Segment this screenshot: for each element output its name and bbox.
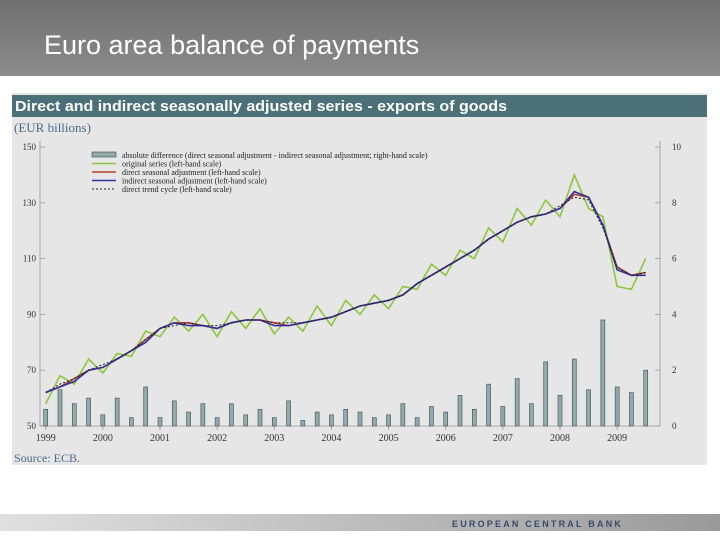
bar <box>443 411 449 427</box>
bar <box>529 403 534 427</box>
chart-title-bar <box>12 95 707 117</box>
bar <box>586 389 591 427</box>
x-tick-label: 2007 <box>493 433 513 444</box>
footer-band <box>0 514 720 531</box>
bar <box>243 414 249 427</box>
y-tick-label: 50 <box>27 421 37 431</box>
bar <box>500 406 506 427</box>
bar <box>357 411 363 427</box>
header-band <box>0 0 720 76</box>
bar <box>429 406 434 427</box>
y-tick-label: 70 <box>27 365 37 375</box>
x-tick-label: 2009 <box>607 433 627 444</box>
bar <box>271 417 277 427</box>
bar <box>329 414 334 427</box>
bar <box>571 358 577 427</box>
y-tick-label: 110 <box>23 254 37 264</box>
bar <box>400 403 406 427</box>
legend-label: indirect seasonal adjustment (left-hand … <box>122 177 267 186</box>
x-tick-label: 2006 <box>436 433 456 444</box>
bar <box>300 420 306 427</box>
bar <box>171 400 177 427</box>
bar <box>214 417 220 427</box>
bar <box>371 417 377 427</box>
bar <box>471 408 477 427</box>
y2-tick-label: 6 <box>672 254 677 264</box>
legend-label: direct seasonal adjustment (left-hand sc… <box>122 168 261 177</box>
y2-tick-label: 2 <box>672 365 677 375</box>
bar <box>457 395 463 427</box>
chart-source: Source: ECB. <box>14 451 80 465</box>
bar <box>343 408 349 427</box>
bar <box>114 397 120 427</box>
x-tick-label: 2004 <box>321 433 341 444</box>
series-line <box>44 172 647 405</box>
bar <box>414 417 420 427</box>
bar <box>386 414 391 427</box>
y-tick-label: 130 <box>23 198 37 208</box>
bar <box>157 417 163 427</box>
bar <box>86 397 91 427</box>
x-tick-label: 2008 <box>550 433 570 444</box>
bar <box>129 417 134 427</box>
bar <box>71 403 77 427</box>
bar <box>100 414 106 427</box>
y-tick-label: 150 <box>23 142 37 152</box>
x-tick-label: 1999 <box>36 433 56 444</box>
x-tick-label: 2000 <box>93 433 113 444</box>
bar <box>229 403 234 427</box>
bar <box>143 386 149 427</box>
x-tick-label: 2001 <box>150 433 170 444</box>
bar <box>614 386 620 427</box>
bar <box>514 378 520 427</box>
legend-label: original series (left-hand scale) <box>122 160 222 169</box>
bar <box>629 392 634 427</box>
y2-tick-label: 10 <box>672 142 682 152</box>
footer-text: EUROPEAN CENTRAL BANK <box>452 519 623 529</box>
legend-label: absolute difference (direct seasonal adj… <box>122 151 428 160</box>
bar <box>43 408 49 427</box>
slide-title: Euro area balance of payments <box>44 30 419 60</box>
legend-label: direct trend cycle (left-hand scale) <box>122 185 232 194</box>
y-tick-label: 90 <box>27 309 37 319</box>
bar <box>557 395 563 427</box>
bar <box>486 383 491 427</box>
x-tick-label: 2005 <box>379 433 399 444</box>
plot-area <box>40 141 660 426</box>
series-line <box>45 196 646 393</box>
bar <box>257 408 263 427</box>
bar <box>600 319 606 427</box>
y2-tick-label: 4 <box>672 309 677 319</box>
bar <box>643 369 649 427</box>
legend-swatch <box>91 151 117 158</box>
bar <box>543 361 549 427</box>
x-tick-label: 2002 <box>207 433 227 444</box>
bar <box>200 403 206 427</box>
x-tick-label: 2003 <box>264 433 284 444</box>
bar <box>186 411 191 427</box>
chart-title: Direct and indirect seasonally adjusted … <box>15 98 507 115</box>
chart-subtitle: (EUR billions) <box>14 120 91 135</box>
bar <box>314 411 320 427</box>
bar <box>286 400 291 427</box>
y2-tick-label: 8 <box>672 198 677 208</box>
y2-tick-label: 0 <box>672 421 677 431</box>
bar <box>57 389 63 427</box>
